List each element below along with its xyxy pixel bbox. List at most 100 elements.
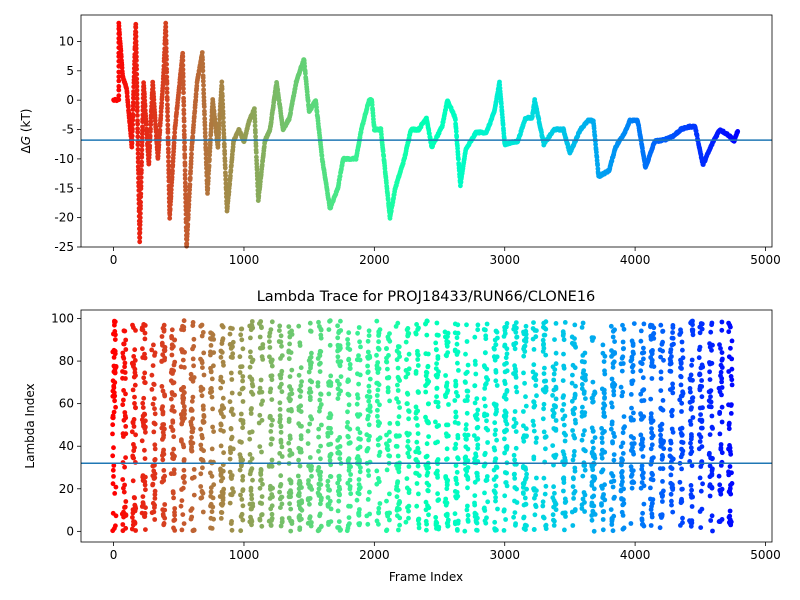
free-energy-point [314,109,320,115]
lambda-point [385,334,391,340]
lambda-point [240,474,246,479]
lambda-point [180,485,186,491]
lambda-point [375,380,380,386]
free-energy-point [186,202,192,207]
lambda-point [542,435,548,440]
free-energy-point [182,172,188,178]
lambda-point [336,498,342,504]
free-energy-point [135,134,141,140]
lambda-point [259,523,265,529]
lambda-point [453,414,459,419]
lambda-point [208,489,214,495]
lambda-point [152,457,158,463]
lambda-point [346,464,352,470]
free-energy-point [193,91,199,97]
lambda-point [562,527,567,533]
lambda-point [299,379,304,384]
lambda-point [172,512,178,518]
lambda-point [582,509,587,514]
lambda-point [611,457,617,463]
lambda-point [347,521,352,526]
lambda-point [367,489,372,495]
lambda-point [668,349,673,355]
free-energy-point [222,158,228,164]
lambda-point [513,320,519,325]
lambda-point [572,393,578,398]
free-energy-point [130,122,136,128]
lambda-point [582,428,587,433]
lambda-point [472,383,478,389]
lambda-point [659,453,665,458]
lambda-point [260,398,265,404]
lambda-point [269,457,275,463]
lambda-point [327,454,333,459]
lambda-point [572,449,577,454]
lambda-point [628,417,634,423]
lambda-point [699,444,705,449]
lambda-point [551,377,557,383]
lambda-point [317,369,323,374]
lambda-point [207,390,213,395]
lambda-point [433,470,439,476]
lambda-point [475,322,481,328]
lambda-point [631,410,636,416]
lambda-point [315,468,321,473]
lambda-point [689,405,694,410]
free-energy-point [205,185,211,191]
lambda-point [445,422,451,428]
free-energy-point [181,107,187,113]
lambda-point [142,447,147,453]
lambda-point [316,319,321,325]
lambda-point [297,343,303,348]
lambda-point [110,415,116,421]
lambda-point [160,404,166,409]
free-energy-point [207,152,213,158]
lambda-point [201,350,207,356]
lambda-point [335,396,341,401]
lambda-point [336,330,341,336]
lambda-point [365,416,370,422]
lambda-point [384,432,389,438]
lambda-point [641,321,647,327]
lambda-point [553,384,559,390]
lambda-point [570,372,575,378]
lambda-point [249,319,255,324]
lambda-point [152,446,158,452]
lambda-point [143,505,148,510]
free-energy-point [261,144,267,150]
lambda-point [366,389,372,394]
lambda-point [296,404,302,410]
lambda-point [513,340,519,346]
lambda-point [452,347,458,353]
lambda-point [484,321,490,327]
lambda-point [152,517,158,522]
free-energy-point [200,75,206,81]
free-energy-point [181,99,187,104]
lambda-point [238,417,244,423]
lambda-point [699,506,705,512]
lambda-point [708,518,714,523]
lambda-point [638,485,644,491]
lambda-point [464,398,470,403]
y-tick-label: -20 [54,211,74,225]
lambda-point [266,464,272,469]
free-energy-point [220,93,225,99]
lambda-point [639,446,644,452]
lambda-point [484,412,490,418]
lambda-point [531,347,537,352]
lambda-point [366,398,372,404]
lambda-point [475,327,481,333]
lambda-point [364,432,370,438]
lambda-point [639,522,645,527]
lambda-point [727,513,733,519]
lambda-point [277,489,282,495]
lambda-point [435,404,441,410]
lambda-point [228,370,234,376]
lambda-point [296,514,302,520]
lambda-point [133,460,138,465]
lambda-point [384,441,389,447]
lambda-point [278,333,284,339]
lambda-point [218,471,224,477]
lambda-point [384,510,390,516]
lambda-point [589,479,595,485]
